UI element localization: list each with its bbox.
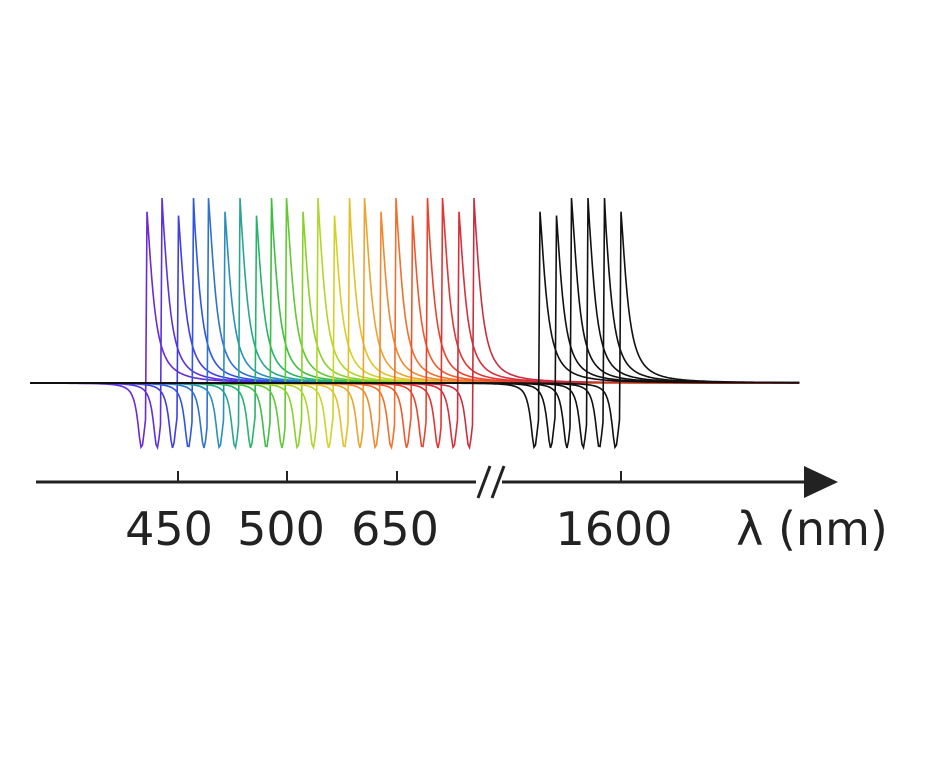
resonance-curves (30, 197, 800, 451)
x-tick-marks (177, 471, 622, 482)
resonance-curve-1-5 (30, 211, 800, 450)
x-tick-label-650: 650 (351, 502, 439, 556)
axis-break-marks (476, 465, 506, 499)
x-axis-label: λ (nm) (736, 502, 888, 556)
x-tick-label-500: 500 (237, 502, 325, 556)
x-tick-label-450: 450 (125, 502, 213, 556)
x-tick-label-1600: 1600 (555, 502, 672, 556)
x-axis-arrowhead (804, 466, 838, 498)
